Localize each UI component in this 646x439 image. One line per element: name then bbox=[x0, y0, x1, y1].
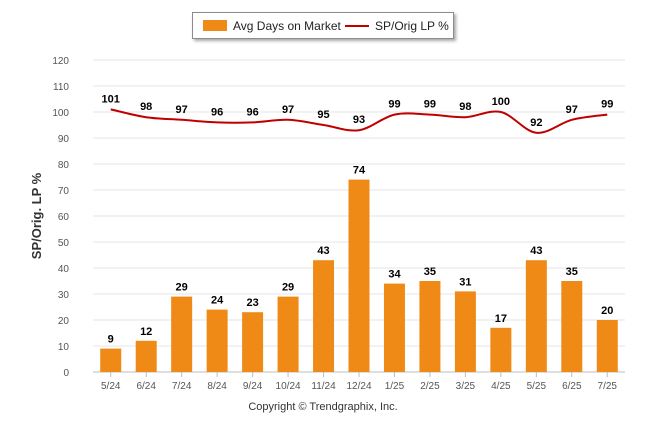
x-tick-label: 6/24 bbox=[136, 381, 156, 392]
x-tick-label: 1/25 bbox=[385, 381, 405, 392]
bar-value-label: 43 bbox=[530, 245, 542, 257]
bar bbox=[490, 327, 512, 372]
y-tick-label: 100 bbox=[52, 108, 69, 119]
y-tick-label: 70 bbox=[58, 186, 70, 197]
x-tick-label: 12/24 bbox=[346, 381, 371, 392]
x-tick-label: 7/25 bbox=[598, 381, 618, 392]
x-tick-label: 5/24 bbox=[101, 381, 121, 392]
bar bbox=[242, 312, 264, 372]
bar-value-label: 29 bbox=[176, 282, 188, 294]
line-data-labels: 101 98 97 96 96 97 95 93 99 99 98 100 92 97 99 bbox=[102, 93, 614, 128]
bar-swatch-icon bbox=[203, 20, 227, 31]
x-tick-label: 5/25 bbox=[527, 381, 547, 392]
bar-value-label: 9 bbox=[108, 334, 114, 346]
line-value-label: 92 bbox=[530, 117, 542, 129]
bar-value-label: 35 bbox=[424, 266, 436, 278]
bar bbox=[596, 320, 618, 372]
x-tick-label: 7/24 bbox=[172, 381, 192, 392]
y-tick-label: 40 bbox=[58, 264, 70, 275]
bar-value-label: 35 bbox=[566, 266, 578, 278]
line-value-label: 93 bbox=[353, 114, 365, 126]
line-value-label: 96 bbox=[246, 106, 258, 118]
line-swatch-icon bbox=[345, 24, 369, 27]
bar bbox=[561, 281, 583, 372]
x-tick-label: 2/25 bbox=[420, 381, 440, 392]
bar bbox=[100, 348, 122, 372]
copyright-text: Copyright © Trendgraphix, Inc. bbox=[248, 401, 398, 413]
y-tick-label: 10 bbox=[58, 342, 70, 353]
y-tick-label: 80 bbox=[58, 160, 70, 171]
line-series bbox=[110, 108, 608, 134]
bar-value-label: 34 bbox=[388, 269, 401, 281]
y-axis-ticks: 0 10 20 30 40 50 60 70 80 90 100 110 120 bbox=[52, 56, 69, 379]
y-tick-label: 50 bbox=[58, 238, 70, 249]
bar-value-label: 29 bbox=[282, 282, 294, 294]
bar-value-label: 74 bbox=[353, 165, 366, 177]
y-tick-label: 0 bbox=[63, 368, 69, 379]
line-value-label: 101 bbox=[102, 93, 120, 105]
bar-value-label: 20 bbox=[601, 305, 613, 317]
x-tick-label: 8/24 bbox=[207, 381, 227, 392]
bar bbox=[171, 296, 193, 372]
x-axis-ticks: 5/24 6/24 7/24 8/24 9/24 10/24 11/24 12/24 1/25 2… bbox=[101, 372, 617, 392]
line-value-label: 99 bbox=[388, 99, 400, 111]
legend-bar-label: Avg Days on Market bbox=[233, 18, 341, 33]
bar-value-label: 12 bbox=[140, 326, 152, 338]
y-tick-label: 120 bbox=[52, 56, 69, 67]
bar-value-label: 17 bbox=[495, 313, 507, 325]
bar bbox=[135, 340, 157, 372]
bar-value-label: 23 bbox=[246, 297, 258, 309]
bar-series bbox=[100, 179, 618, 372]
line-value-label: 97 bbox=[282, 104, 294, 116]
y-tick-label: 110 bbox=[53, 82, 69, 93]
bar bbox=[525, 260, 547, 372]
y-axis-title: SP/Orig. LP % bbox=[29, 172, 44, 259]
line-value-label: 100 bbox=[492, 96, 510, 108]
x-tick-label: 3/25 bbox=[456, 381, 476, 392]
bar bbox=[383, 283, 405, 372]
bar bbox=[206, 309, 228, 372]
y-tick-label: 60 bbox=[58, 212, 70, 223]
bar-data-labels: 9 12 29 24 23 29 43 74 34 35 31 17 43 35 20 bbox=[108, 165, 614, 346]
series-line bbox=[110, 108, 608, 134]
bar bbox=[313, 260, 335, 372]
y-tick-label: 90 bbox=[58, 134, 70, 145]
legend-item-bar[interactable]: Avg Days on Market bbox=[203, 13, 341, 38]
x-tick-label: 9/24 bbox=[243, 381, 263, 392]
bar-value-label: 43 bbox=[317, 245, 329, 257]
bar bbox=[277, 296, 299, 372]
x-tick-label: 11/24 bbox=[311, 381, 336, 392]
legend-item-line[interactable]: SP/Orig LP % bbox=[345, 13, 449, 38]
line-value-label: 99 bbox=[601, 99, 613, 111]
line-value-label: 98 bbox=[140, 101, 152, 113]
bar bbox=[348, 179, 370, 372]
line-value-label: 95 bbox=[317, 109, 329, 121]
bar bbox=[419, 281, 441, 372]
line-value-label: 98 bbox=[459, 101, 471, 113]
x-tick-label: 6/25 bbox=[562, 381, 582, 392]
y-tick-label: 20 bbox=[58, 316, 70, 327]
line-value-label: 97 bbox=[566, 104, 578, 116]
bar-value-label: 24 bbox=[211, 295, 224, 307]
bar bbox=[454, 291, 476, 372]
x-tick-label: 10/24 bbox=[276, 381, 301, 392]
y-tick-label: 30 bbox=[58, 290, 70, 301]
x-tick-label: 4/25 bbox=[491, 381, 511, 392]
legend: Avg Days on Market SP/Orig LP % bbox=[192, 12, 454, 39]
bar-value-label: 31 bbox=[459, 276, 471, 288]
legend-line-label: SP/Orig LP % bbox=[375, 18, 449, 33]
line-value-label: 96 bbox=[211, 106, 223, 118]
line-value-label: 97 bbox=[176, 104, 188, 116]
line-value-label: 99 bbox=[424, 99, 436, 111]
